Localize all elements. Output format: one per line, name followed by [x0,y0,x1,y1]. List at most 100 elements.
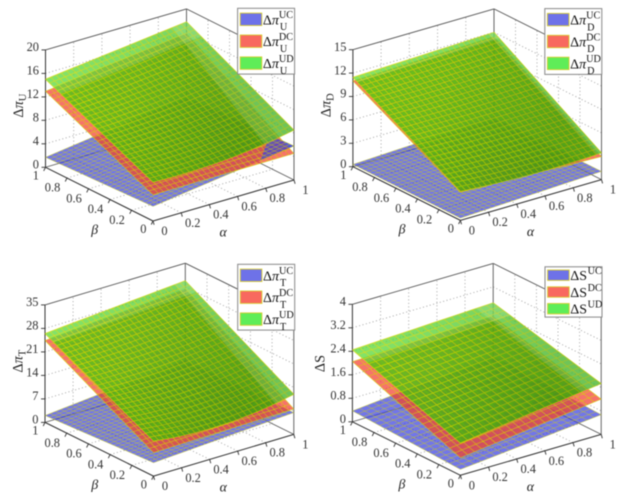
svg-text:ΔS: ΔS [570,286,587,301]
svg-text:0: 0 [161,224,167,238]
svg-text:T: T [280,300,287,311]
svg-text:0.2: 0.2 [109,213,125,227]
svg-text:6: 6 [340,110,346,124]
svg-text:Δπ: Δπ [263,313,280,328]
svg-text:14: 14 [26,366,38,380]
svg-text:0.8: 0.8 [330,389,346,403]
svg-text:UD: UD [279,54,294,65]
svg-text:β: β [397,476,405,491]
svg-text:1: 1 [302,183,308,197]
svg-text:D: D [587,66,594,77]
svg-text:0.4: 0.4 [521,207,537,221]
svg-text:35: 35 [26,295,38,309]
svg-text:0.2: 0.2 [417,212,433,226]
svg-text:DC: DC [588,283,602,294]
svg-text:0.6: 0.6 [241,454,257,468]
svg-text:ΔS: ΔS [570,303,587,318]
svg-text:DC: DC [279,288,293,299]
svg-text:β: β [398,221,406,236]
svg-text:1.6: 1.6 [330,365,346,379]
svg-text:0.8: 0.8 [45,436,61,450]
svg-text:ΔS: ΔS [312,355,328,372]
svg-text:0: 0 [141,477,147,491]
svg-text:0.6: 0.6 [66,447,82,461]
svg-text:1: 1 [340,168,346,182]
svg-text:1: 1 [33,169,39,183]
svg-text:3.2: 3.2 [330,318,346,332]
svg-text:D: D [587,22,594,33]
svg-text:21: 21 [26,342,38,356]
svg-text:Δπ: Δπ [263,57,280,72]
svg-text:0: 0 [140,222,146,236]
svg-text:α: α [527,224,535,239]
svg-text:0.6: 0.6 [241,199,257,213]
svg-text:Δπ: Δπ [570,14,587,29]
svg-text:0.6: 0.6 [373,446,389,460]
svg-text:1: 1 [610,183,616,197]
svg-text:0.2: 0.2 [417,467,433,481]
svg-text:0.2: 0.2 [185,471,201,485]
svg-text:T: T [280,278,287,289]
svg-text:28: 28 [26,319,38,333]
svg-text:0.6: 0.6 [549,454,565,468]
svg-text:0.8: 0.8 [270,191,286,205]
svg-text:0.8: 0.8 [577,191,593,205]
svg-text:Δπ: Δπ [570,57,587,72]
svg-text:3: 3 [340,134,346,148]
svg-text:9: 9 [340,87,346,101]
svg-text:0.2: 0.2 [492,215,508,229]
svg-text:U: U [280,44,288,55]
svg-text:0: 0 [33,158,39,172]
svg-text:20: 20 [27,40,39,54]
svg-text:β: β [90,477,98,492]
svg-text:0: 0 [448,477,454,491]
svg-text:4: 4 [340,295,346,309]
svg-text:2.4: 2.4 [330,342,346,356]
svg-text:0.2: 0.2 [492,470,508,484]
svg-text:0.4: 0.4 [395,202,411,216]
svg-text:UC: UC [279,10,293,21]
svg-text:0: 0 [469,223,475,237]
svg-text:0.6: 0.6 [374,191,390,205]
svg-text:0.6: 0.6 [66,192,82,206]
svg-text:DC: DC [586,32,600,43]
svg-text:0.4: 0.4 [213,208,229,222]
svg-text:D: D [587,44,594,55]
svg-text:Δπ: Δπ [263,35,280,50]
svg-text:0.8: 0.8 [577,446,593,460]
svg-text:U: U [280,66,288,77]
svg-text:Δπ: Δπ [570,36,587,51]
svg-text:0.2: 0.2 [185,216,201,230]
svg-text:0.8: 0.8 [45,181,61,195]
svg-text:0.2: 0.2 [110,468,126,482]
svg-text:15: 15 [334,40,346,54]
svg-text:0.8: 0.8 [352,180,368,194]
svg-text:0: 0 [469,478,475,492]
svg-text:0: 0 [448,222,454,236]
svg-text:UD: UD [588,300,603,311]
svg-text:0.4: 0.4 [213,462,229,476]
svg-text:0: 0 [340,157,346,171]
svg-text:16: 16 [27,64,39,78]
svg-text:α: α [219,225,227,240]
svg-text:1: 1 [340,423,346,437]
svg-text:DC: DC [279,32,293,43]
svg-text:β: β [90,222,98,237]
svg-text:UD: UD [279,310,294,321]
svg-text:0.8: 0.8 [352,435,368,449]
svg-text:0.4: 0.4 [88,457,104,471]
svg-text:0: 0 [340,412,346,426]
svg-text:4: 4 [33,134,39,148]
svg-text:T: T [280,322,287,333]
svg-text:0: 0 [32,413,38,427]
svg-text:Δπ: Δπ [263,13,280,28]
svg-text:α: α [527,479,535,494]
svg-text:1: 1 [32,424,38,438]
svg-text:7: 7 [32,389,38,403]
svg-text:UC: UC [588,266,602,277]
svg-text:UC: UC [279,266,293,277]
svg-text:12: 12 [334,63,346,77]
svg-text:U: U [280,22,288,33]
svg-text:ΔS: ΔS [570,269,587,284]
svg-text:UC: UC [586,10,600,21]
